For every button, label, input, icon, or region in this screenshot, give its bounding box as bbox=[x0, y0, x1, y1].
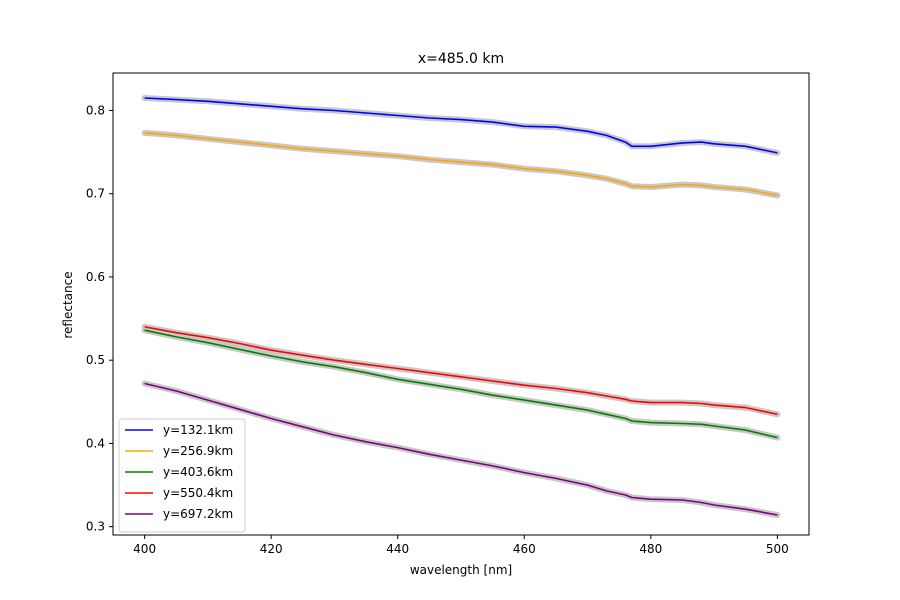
y-tick-label: 0.7 bbox=[86, 187, 105, 201]
x-tick-label: 420 bbox=[260, 542, 283, 556]
plot-frame bbox=[112, 72, 810, 536]
legend: y=132.1km y=256.9km y=403.6km y=550.4km y=69… bbox=[118, 418, 246, 533]
x-tick-label: 400 bbox=[133, 542, 156, 556]
legend-box bbox=[118, 418, 246, 533]
legend-label: y=697.2km bbox=[163, 507, 233, 521]
x-tick-label: 480 bbox=[639, 542, 662, 556]
series-line bbox=[144, 326, 778, 416]
x-tick-label: 500 bbox=[766, 542, 789, 556]
x-axis-label: wavelength [nm] bbox=[410, 563, 512, 577]
x-tick-label: 460 bbox=[513, 542, 536, 556]
series-band bbox=[141, 323, 781, 418]
series-line bbox=[144, 329, 778, 439]
y-axis: 0.3 0.4 0.5 0.6 0.7 0.8 bbox=[86, 103, 113, 534]
chart-title: x=485.0 km bbox=[418, 51, 504, 67]
y-tick-label: 0.4 bbox=[86, 436, 105, 450]
series-line bbox=[144, 132, 778, 197]
series-line bbox=[144, 382, 778, 516]
y-tick-label: 0.3 bbox=[86, 520, 105, 534]
y-tick-label: 0.8 bbox=[86, 103, 105, 117]
x-tick-label: 440 bbox=[386, 542, 409, 556]
plot-area bbox=[112, 72, 810, 536]
legend-label: y=256.9km bbox=[163, 444, 233, 458]
legend-label: y=550.4km bbox=[163, 486, 233, 500]
legend-label: y=132.1km bbox=[163, 423, 233, 437]
legend-label: y=403.6km bbox=[163, 465, 233, 479]
series-lines bbox=[144, 97, 778, 516]
y-tick-label: 0.6 bbox=[86, 270, 105, 284]
series-line bbox=[144, 97, 778, 154]
x-axis: 400 420 440 460 480 500 bbox=[133, 535, 789, 556]
y-tick-label: 0.5 bbox=[86, 353, 105, 367]
y-axis-label: reflectance bbox=[61, 271, 75, 338]
